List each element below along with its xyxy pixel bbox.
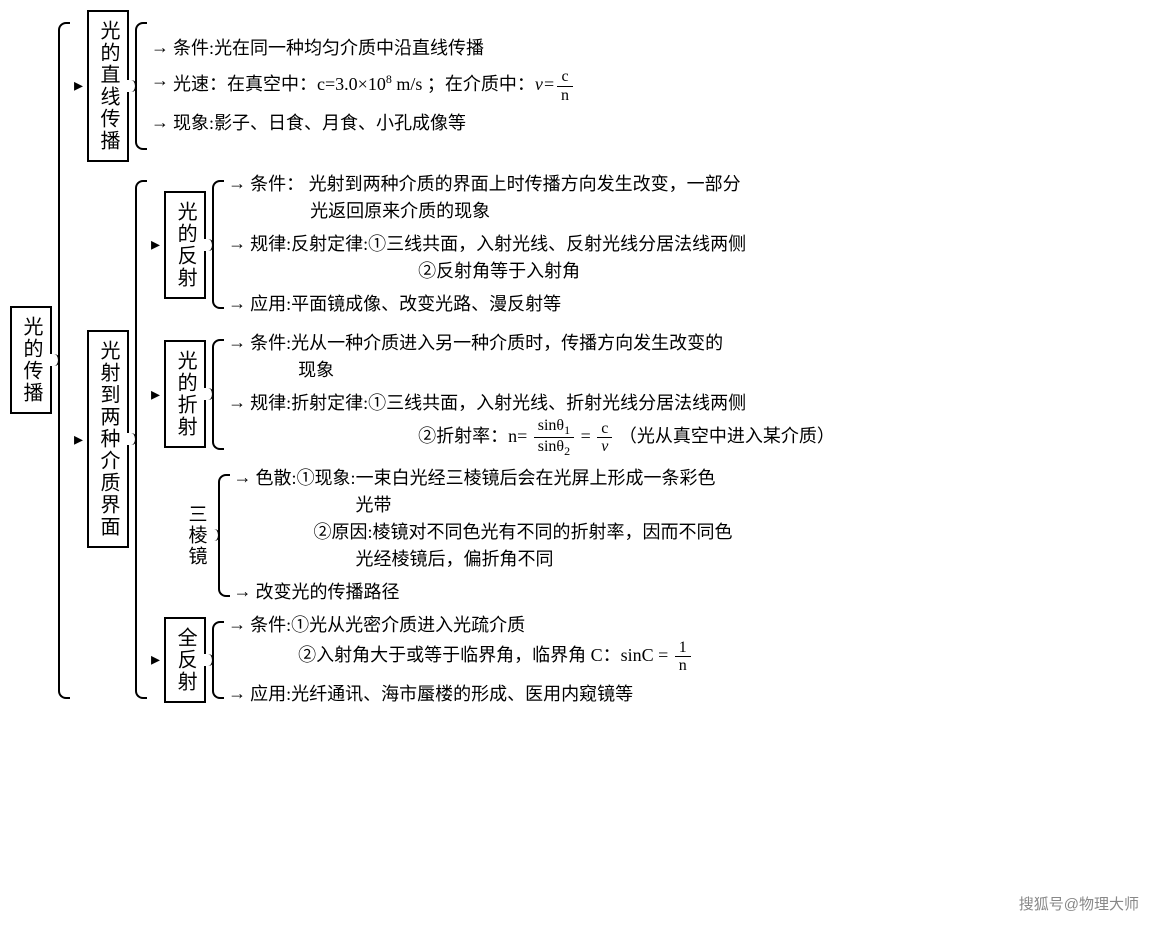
text: 折射定律:①三线共面，入射光线、折射光线分居法线两侧 xyxy=(291,393,746,413)
arrow-icon: → xyxy=(228,171,246,196)
fraction: 1 n xyxy=(675,639,691,675)
leaf-refl-cond: → 条件： 光射到两种介质的界面上时传播方向发生改变，一部分 光返回原来介质的现… xyxy=(228,168,746,228)
arrow-icon: ▸ xyxy=(74,73,83,98)
node-total: 全反射 xyxy=(164,617,206,703)
branch-reflection: ▸ 光的反射 → 条件： 光射到两种介质的界面上时传播方向发生改变，一部分 光返… xyxy=(151,168,835,321)
label: 应用 xyxy=(250,684,286,704)
text: ②入射角大于或等于临界角，临界角 C：sinC = xyxy=(298,645,673,665)
node-prism: 三棱镜 xyxy=(179,500,212,571)
label: 应用 xyxy=(250,294,286,314)
label: 现象 xyxy=(173,113,209,133)
text: 光返回原来介质的现象 xyxy=(250,198,490,225)
arrow-icon: → xyxy=(151,110,169,135)
leaf-refl-law: → 规律:反射定律:①三线共面，入射光线、反射光线分居法线两侧 ②反射角等于入射… xyxy=(228,228,746,288)
brace-root xyxy=(52,10,74,711)
leaf-straight-speed: → 光速：在真空中：c=3.0×108 m/s ；在介质中：v=cn xyxy=(151,65,575,107)
text: 现象 xyxy=(250,357,334,384)
text: = xyxy=(581,426,596,446)
label: 规律 xyxy=(250,234,286,254)
branch-total: ▸ 全反射 → 条件:①光从光密介质进入光疏介质 ②入射角大于或等于临界角，临界… xyxy=(151,609,835,711)
node-reflection: 光的反射 xyxy=(164,191,206,299)
leaf-straight-cond: → 条件:光在同一种均匀介质中沿直线传播 xyxy=(151,32,575,65)
fraction: c v xyxy=(597,420,612,456)
brace-total xyxy=(206,609,228,711)
text: 在真空中：c=3.0×10 xyxy=(227,74,386,94)
text: ②反射角等于入射角 xyxy=(250,258,580,285)
arrow-icon: → xyxy=(228,291,246,316)
leaf-prism-dispersion: → 色散:①现象:一束白光经三棱镜后会在光屏上形成一条彩色 光带 ②原因:棱镜对… xyxy=(234,462,733,576)
concept-map: 光的传播 ▸ 光的直线传播 → 条件:光在同一种均匀介质中沿直线传播 → 光速：… xyxy=(10,10,1144,711)
fraction: sinθ1 sinθ2 xyxy=(534,417,574,459)
root-node: 光的传播 xyxy=(10,306,52,414)
arrow-icon: → xyxy=(151,35,169,60)
node-interface: 光射到两种介质界面 xyxy=(87,330,129,548)
label: 条件 xyxy=(250,333,286,353)
arrow-icon: ▸ xyxy=(151,647,160,672)
fraction: cn xyxy=(557,68,573,104)
arrow-icon: → xyxy=(234,579,252,604)
brace-refraction xyxy=(206,327,228,462)
label: 条件 xyxy=(250,615,286,635)
text: ②原因:棱镜对不同色光有不同的折射率，因而不同色 xyxy=(256,519,733,546)
arrow-icon: → xyxy=(228,612,246,637)
leaf-prism-path: → 改变光的传播路径 xyxy=(234,576,733,609)
label: 条件 xyxy=(250,174,286,194)
text: 平面镜成像、改变光路、漫反射等 xyxy=(291,294,561,314)
text: ①光从光密介质进入光疏介质 xyxy=(291,615,525,635)
text: m/s ；在介质中： xyxy=(392,74,535,94)
node-straight: 光的直线传播 xyxy=(87,10,129,162)
text: （光从真空中进入某介质） xyxy=(619,426,835,446)
arrow-icon: → xyxy=(228,390,246,415)
brace-straight xyxy=(129,10,151,162)
arrow-icon: ▸ xyxy=(151,382,160,407)
text: ①现象:一束白光经三棱镜后会在光屏上形成一条彩色 xyxy=(297,468,716,488)
var: v= xyxy=(535,74,555,94)
arrow-icon: → xyxy=(228,330,246,355)
branch-interface: ▸ 光射到两种介质界面 ▸ 光的反射 → 条件： 光射到两种介质的界面上时传播方… xyxy=(74,168,835,711)
label: 规律 xyxy=(250,393,286,413)
arrow-icon: ▸ xyxy=(151,232,160,257)
text: 影子、日食、月食、小孔成像等 xyxy=(214,113,466,133)
label: 色散 xyxy=(256,468,292,488)
arrow-icon: → xyxy=(234,465,252,490)
leaf-refl-app: → 应用:平面镜成像、改变光路、漫反射等 xyxy=(228,288,746,321)
text: 光带 xyxy=(256,492,392,519)
text: 光经棱镜后，偏折角不同 xyxy=(256,546,554,573)
leaf-total-app: → 应用:光纤通讯、海市蜃楼的形成、医用内窥镜等 xyxy=(228,678,693,711)
label: 光速 xyxy=(173,74,209,94)
brace-reflection xyxy=(206,168,228,321)
node-refraction: 光的折射 xyxy=(164,340,206,448)
brace-interface xyxy=(129,168,151,711)
text: 光从一种介质进入另一种介质时，传播方向发生改变的 xyxy=(291,333,723,353)
arrow-icon: → xyxy=(151,68,169,93)
leaf-total-cond: → 条件:①光从光密介质进入光疏介质 ②入射角大于或等于临界角，临界角 C：si… xyxy=(228,609,693,678)
branch-prism: 三棱镜 → 色散:①现象:一束白光经三棱镜后会在光屏上形成一条彩色 光带 ②原因… xyxy=(179,462,835,609)
text: ②折射率：n= xyxy=(418,426,527,446)
arrow-icon: ▸ xyxy=(74,427,83,452)
arrow-icon: → xyxy=(228,231,246,256)
text: 光纤通讯、海市蜃楼的形成、医用内窥镜等 xyxy=(291,684,633,704)
brace-prism xyxy=(212,462,234,609)
leaf-straight-phenom: → 现象:影子、日食、月食、小孔成像等 xyxy=(151,107,575,140)
arrow-icon: → xyxy=(228,681,246,706)
leaf-refr-law: → 规律:折射定律:①三线共面，入射光线、折射光线分居法线两侧 ②折射率：n= … xyxy=(228,387,835,462)
leaf-refr-cond: → 条件:光从一种介质进入另一种介质时，传播方向发生改变的 现象 xyxy=(228,327,835,387)
text: 反射定律:①三线共面，入射光线、反射光线分居法线两侧 xyxy=(291,234,746,254)
text: 光射到两种介质的界面上时传播方向发生改变，一部分 xyxy=(309,174,741,194)
text: 改变光的传播路径 xyxy=(256,579,733,606)
branch-refraction: ▸ 光的折射 → 条件:光从一种介质进入另一种介质时，传播方向发生改变的 现象 xyxy=(151,327,835,462)
level1-children: ▸ 光的直线传播 → 条件:光在同一种均匀介质中沿直线传播 → 光速：在真空中：… xyxy=(74,10,835,711)
watermark: 搜狐号@物理大师 xyxy=(1019,894,1139,917)
branch-straight: ▸ 光的直线传播 → 条件:光在同一种均匀介质中沿直线传播 → 光速：在真空中：… xyxy=(74,10,835,162)
label: 条件 xyxy=(173,38,209,58)
text: 光在同一种均匀介质中沿直线传播 xyxy=(214,38,484,58)
